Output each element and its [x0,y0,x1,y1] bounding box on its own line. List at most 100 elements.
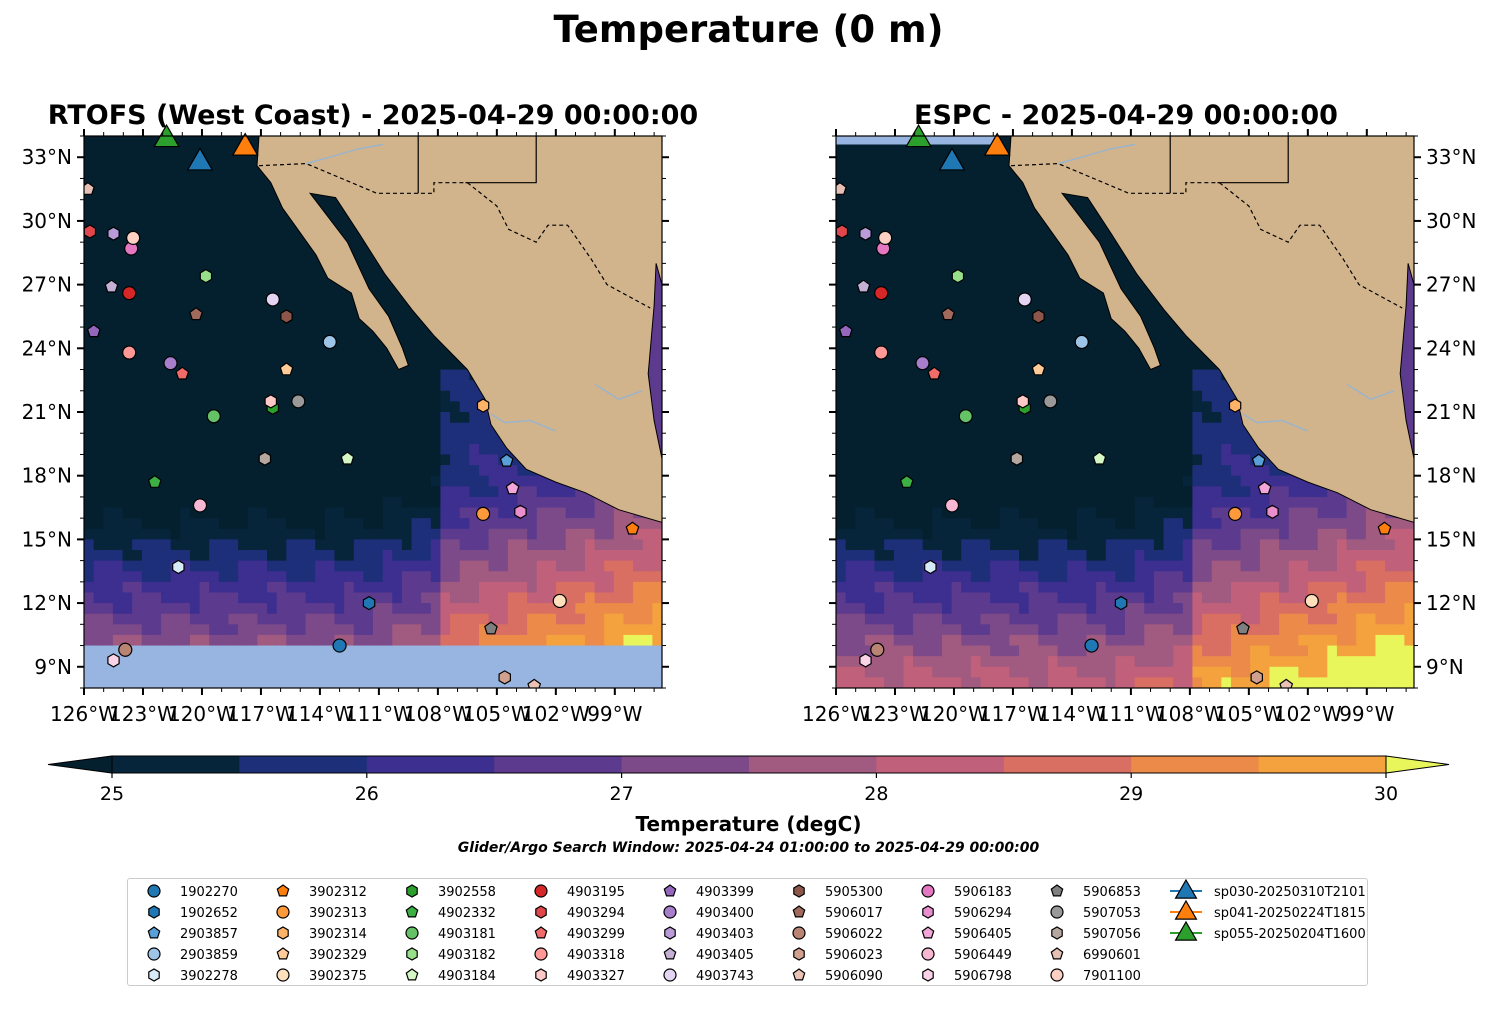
map-panel-rtofs[interactable]: 126°W123°W120°W117°W114°W111°W108°W105°W… [0,0,1497,740]
float-4903299-rtofs [175,366,190,380]
panel-title-rtofs: RTOFS (West Coast) - 2025-04-29 00:00:00 [47,100,699,131]
legend-label: 5907053 [1083,906,1141,921]
float-3902313-rtofs [475,506,491,522]
legend-label: 5906090 [825,969,883,984]
lat-tick-label: 18°N [22,464,72,488]
legend-marker-4903743 [663,968,677,982]
lon-tick-label: 99°W [587,702,642,726]
legend-label: 6990601 [1083,948,1141,963]
legend-label: 3902375 [309,969,367,984]
colorbar-band [876,756,1005,773]
float-5906853-rtofs [484,621,498,635]
legend-marker-6990601 [1050,947,1064,960]
legend-label: 3902329 [309,948,367,963]
legend-label: 4903743 [696,969,754,984]
legend-label: 4903399 [696,885,754,900]
float-4903318-rtofs [122,345,137,360]
legend-label: 7901100 [1083,969,1141,984]
legend-label: 3902312 [309,885,367,900]
legend-label: 4903184 [438,969,496,984]
legend-label: sp055-20250204T1600 [1214,927,1366,942]
float-2903857-rtofs [499,453,514,467]
legend-label: 4903327 [567,969,625,984]
legend-label: 5906449 [954,948,1012,963]
legend-marker-3902278 [148,968,160,982]
legend-marker-4903403 [664,926,676,940]
legend-marker-4903400 [663,905,677,919]
float-5906090-rtofs [527,678,542,688]
legend-label: 5906405 [954,927,1012,942]
legend-marker-4903181 [405,926,419,940]
float-5906449-rtofs [192,498,208,513]
colorbar-band [239,756,368,773]
legend-label: 5906022 [825,927,883,942]
legend-marker-5906798 [922,968,934,982]
legend-label: 2903859 [180,948,238,963]
legend-marker-4903294 [535,905,547,919]
legend-label: 4903195 [567,885,625,900]
legend-marker-3902558 [406,884,418,898]
colorbar-over-extension [1385,755,1450,774]
float-4903181-rtofs [206,409,221,424]
float-3902314-rtofs [476,398,490,413]
legend-marker-5906183 [921,884,935,898]
legend-label: 4903403 [696,927,754,942]
legend-marker-5907053 [1050,905,1064,919]
float-7901100-rtofs [126,230,141,246]
legend-label: 5906183 [954,885,1012,900]
float-4903405-rtofs [104,279,119,293]
legend-marker-5906090 [792,968,806,981]
colorbar: 25 26 27 28 29 30 [47,755,1450,805]
float-5906023-rtofs [498,670,511,685]
legend-marker-3902314 [277,926,289,940]
legend-marker-sp041-20250224T1815 [1174,899,1198,920]
legend-label: 4903400 [696,906,754,921]
legend-marker-5906023 [793,947,805,961]
float-4903743-rtofs [265,292,280,307]
legend-marker-5906022 [792,926,806,940]
legend-marker-5906449 [921,947,935,961]
lat-tick-label: 9°N [34,655,72,679]
lat-tick-label: 27°N [22,273,72,297]
float-3902312-rtofs [625,521,640,535]
legend-marker-4903195 [534,884,548,898]
colorbar-tick-label: 26 [355,783,379,805]
lon-tick-label: 117°W [227,702,295,726]
float-4903182-rtofs [199,268,213,284]
legend-label: 4903318 [567,948,625,963]
lon-tick-label: 111°W [345,702,413,726]
glider-sp041-20250224T1815-rtofs [231,132,259,156]
lat-tick-label: 12°N [22,591,72,615]
legend-label: 5907056 [1083,927,1141,942]
colorbar-tick-label: 29 [1119,783,1143,805]
float-5906294-rtofs [514,504,527,519]
search-window-caption: Glider/Argo Search Window: 2025-04-24 01… [457,840,1040,856]
colorbar-tick-label: 25 [100,783,124,805]
float-1902270-rtofs [332,638,347,653]
float-4903403-rtofs [107,226,120,241]
lat-tick-label: 30°N [22,209,72,233]
legend-marker-2903857 [147,926,161,939]
float-3902278-rtofs [172,559,185,575]
legend-marker-1902652 [148,905,160,919]
float-5906798-rtofs [107,653,120,668]
legend-label: 3902314 [309,927,367,942]
legend-label: 5906294 [954,906,1012,921]
legend-label: 4903294 [567,906,625,921]
legend-marker-4903318 [534,947,548,961]
legend-label: 5906798 [954,969,1012,984]
float-4903400-rtofs [163,356,178,371]
float-6990601-rtofs [84,181,95,195]
legend-marker-2903859 [147,947,161,961]
legend-marker-4903405 [663,947,677,960]
float-4902332-rtofs [147,474,162,488]
legend-label: 5906023 [825,948,883,963]
colorbar-band [366,756,495,773]
colorbar-band [1003,756,1132,773]
legend-entries: 1902270 1902652 2903857 2903859 3902278 39023… [147,878,1366,984]
lon-tick-label: 126°W [50,702,118,726]
lat-tick-label: 33°N [22,145,72,169]
legend-marker-3902313 [276,905,290,919]
legend-label: sp041-20250224T1815 [1214,906,1366,921]
colorbar-tick-label: 27 [610,783,634,805]
